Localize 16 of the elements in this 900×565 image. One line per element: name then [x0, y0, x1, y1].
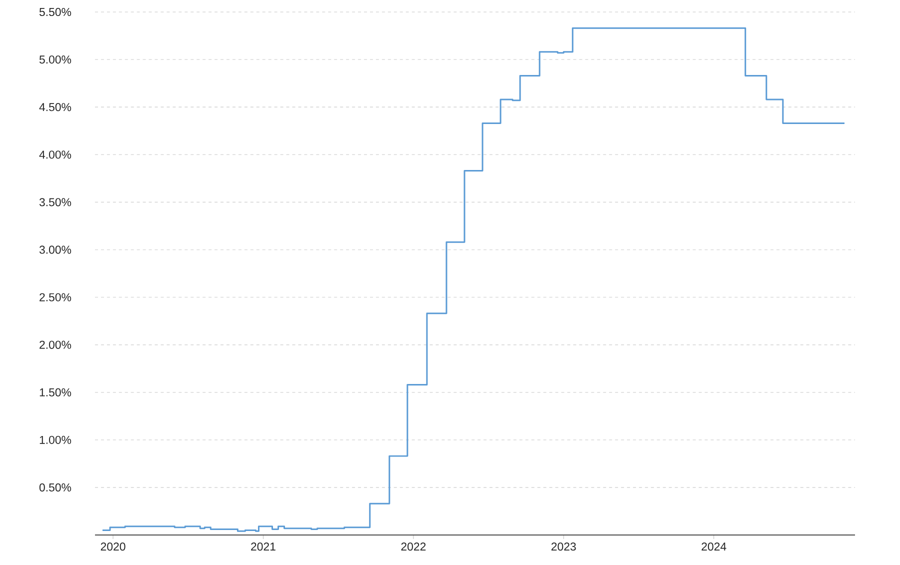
y-tick-label: 3.00%	[39, 246, 72, 254]
y-tick-label: 4.50%	[39, 103, 72, 112]
y-tick-label: 0.50%	[39, 483, 72, 492]
y-tick-label: 1.00%	[40, 436, 72, 444]
x-tick-label: 2023	[551, 542, 576, 551]
y-tick-label: 2.50%	[40, 293, 72, 302]
x-tick-label: 2022	[401, 542, 426, 551]
y-tick-label: 5.50%	[39, 8, 72, 16]
y-tick-label: 5.00%	[39, 55, 72, 64]
y-tick-label: 4.00%	[39, 150, 72, 159]
y-tick-label: 1.50%	[40, 388, 72, 396]
x-tick-label: 2020	[100, 542, 126, 551]
y-tick-label: 2.00%	[40, 340, 72, 349]
y-tick-label: 3.50%	[39, 198, 72, 206]
x-tick-label: 2021	[251, 542, 276, 551]
x-tick-label: 2024	[702, 542, 726, 551]
